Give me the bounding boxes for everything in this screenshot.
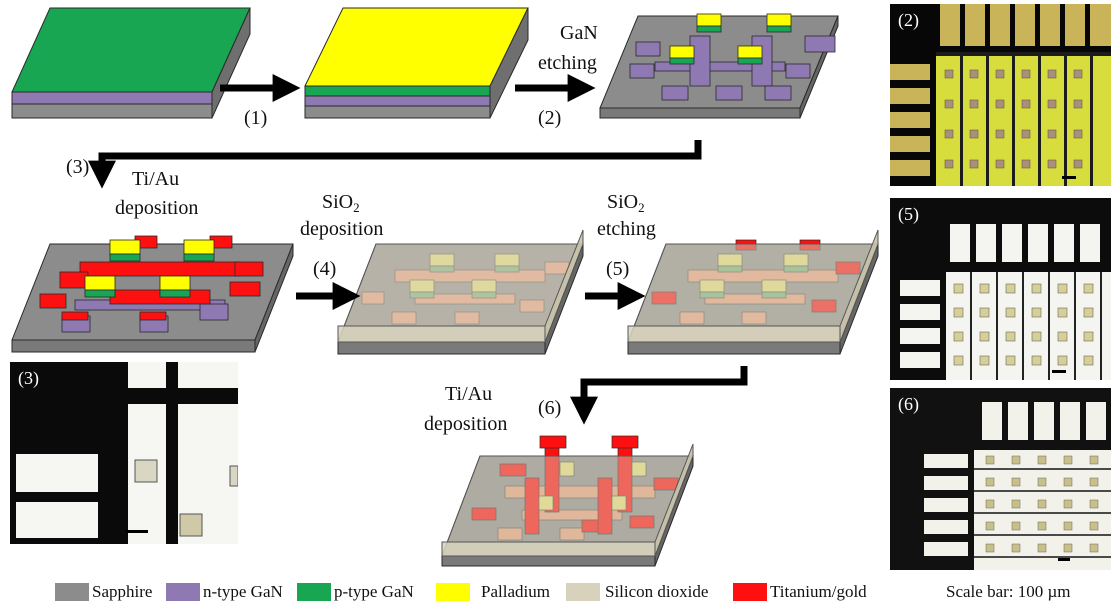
- micrograph-5-label: (5): [898, 204, 919, 224]
- wafer-step6: [441, 435, 694, 567]
- legend-label-sapphire: Sapphire: [92, 582, 153, 601]
- micrograph-2: (2): [890, 4, 1111, 186]
- label-step5: (5): [606, 258, 630, 280]
- label-etching-2: etching: [597, 218, 656, 240]
- scale-bar: [1052, 370, 1066, 373]
- legend-label-sio2: Silicon dioxide: [605, 582, 709, 601]
- label-deposition-3: deposition: [424, 413, 508, 435]
- scale-bar: [1062, 176, 1076, 179]
- label-step6: (6): [538, 397, 562, 419]
- legend-swatch-sapphire: [55, 583, 89, 601]
- micrograph-3: (3): [10, 362, 238, 544]
- label-step1: (1): [244, 107, 268, 129]
- arrow-step3: [88, 140, 702, 189]
- label-deposition-1: deposition: [115, 197, 199, 219]
- legend-swatch-p-gan: [297, 583, 331, 601]
- micrograph-3-label: (3): [18, 368, 39, 388]
- legend-label-p-gan: p-type GaN: [334, 582, 414, 601]
- legend-swatch-tiau: [733, 583, 767, 601]
- legend-label-n-gan: n-type GaN: [203, 582, 283, 601]
- legend-swatch-sio2: [566, 583, 600, 601]
- micrograph-6-label: (6): [898, 394, 919, 414]
- label-step3: (3): [66, 156, 90, 178]
- legend: Sapphire n-type GaN p-type GaN Palladium…: [0, 576, 1111, 606]
- scale-bar-caption: Scale bar: 100 µm: [946, 582, 1071, 601]
- micrograph-2-label: (2): [898, 10, 919, 30]
- label-step2: (2): [538, 107, 562, 129]
- arrow-step6: [570, 366, 748, 425]
- label-tiau-2: Ti/Au: [445, 383, 493, 405]
- scale-bar: [1058, 558, 1070, 561]
- label-sio2-etch: SiO2: [607, 191, 645, 215]
- wafer-step1: [304, 7, 529, 119]
- label-etching: etching: [538, 52, 597, 74]
- micrograph-5: (5): [890, 198, 1111, 380]
- scale-bar: [126, 530, 148, 533]
- label-sio2-dep: SiO2: [322, 191, 360, 215]
- wafer-step4: [337, 229, 584, 355]
- wafer-step3: [11, 235, 294, 353]
- legend-label-tiau: Titanium/gold: [770, 582, 867, 601]
- wafer-step2: [599, 13, 839, 119]
- legend-label-palladium: Palladium: [481, 582, 550, 601]
- legend-swatch-palladium: [436, 583, 470, 601]
- label-gan: GaN: [560, 22, 598, 44]
- label-tiau-1: Ti/Au: [132, 168, 180, 190]
- wafer-step0: [11, 7, 251, 119]
- process-figure: [11, 7, 879, 567]
- legend-swatch-n-gan: [166, 583, 200, 601]
- label-deposition-2: deposition: [300, 218, 384, 240]
- label-step4: (4): [313, 258, 337, 280]
- wafer-step5: [627, 229, 879, 355]
- micrograph-6: (6): [890, 388, 1111, 570]
- process-arrows: [88, 74, 748, 425]
